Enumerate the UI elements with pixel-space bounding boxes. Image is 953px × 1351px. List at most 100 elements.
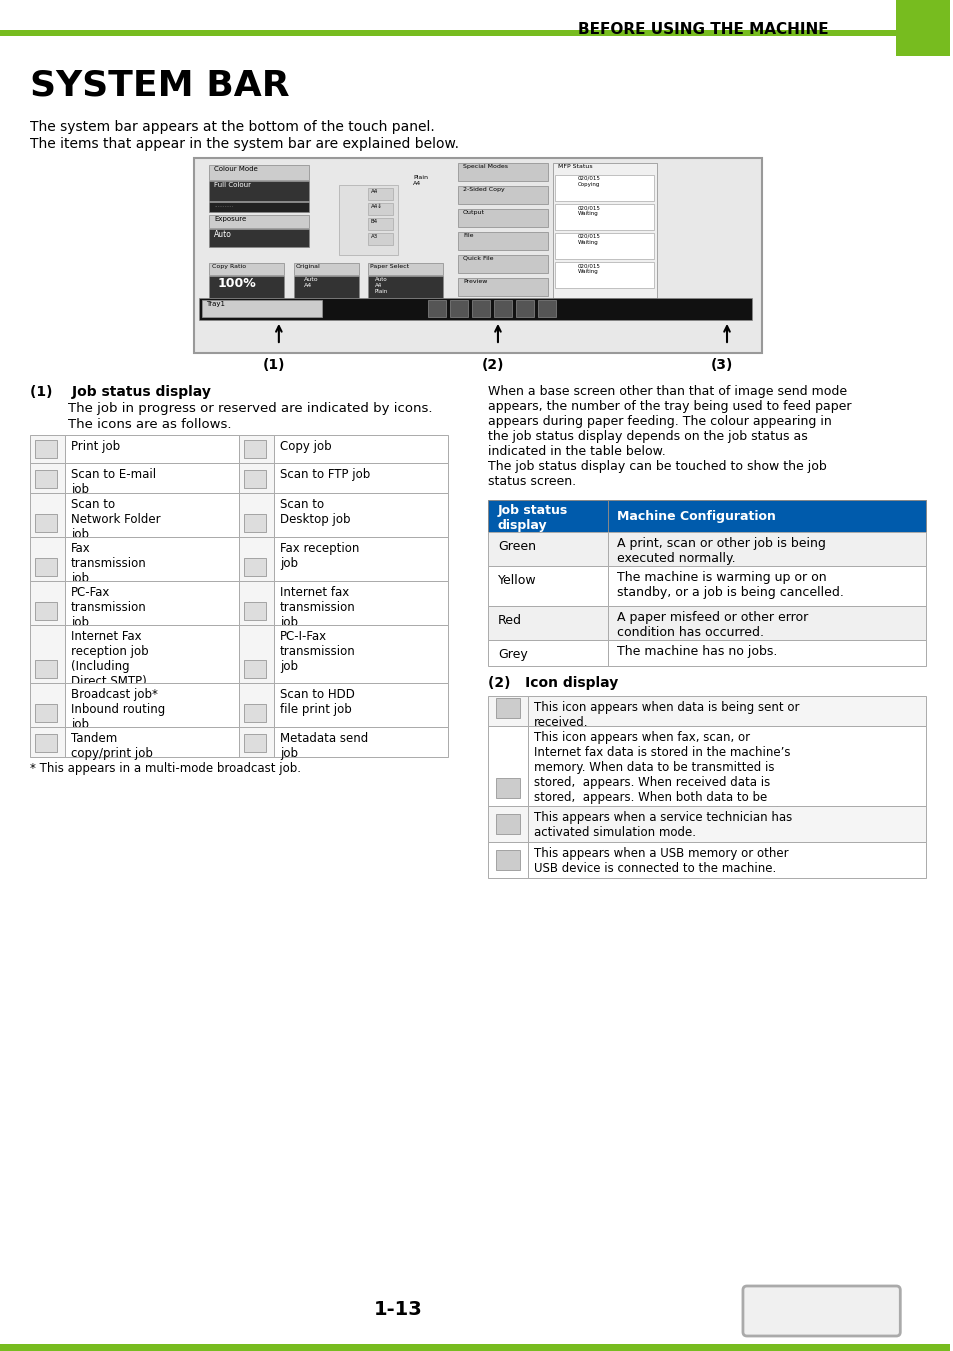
Bar (450, 300, 468, 317)
Bar (488, 842, 527, 878)
Bar (65, 684, 239, 727)
Text: BEFORE USING THE MACHINE: BEFORE USING THE MACHINE (577, 22, 827, 36)
Bar (527, 842, 925, 878)
Text: 100%: 100% (217, 277, 255, 290)
Text: When a base screen other than that of image send mode
appears, the number of the: When a base screen other than that of im… (488, 385, 851, 488)
Bar (239, 684, 274, 727)
Bar (488, 640, 607, 666)
Text: Scan to
Desktop job: Scan to Desktop job (279, 499, 350, 526)
Bar (65, 493, 239, 536)
Text: Full Colour: Full Colour (213, 182, 251, 188)
Bar (30, 727, 65, 757)
Text: (1)    Job status display: (1) Job status display (30, 385, 211, 399)
Bar (274, 581, 448, 626)
Bar (30, 463, 65, 493)
Bar (488, 607, 607, 640)
Bar (607, 532, 925, 566)
Bar (239, 536, 274, 581)
Bar (244, 470, 266, 488)
Bar (368, 203, 393, 215)
Text: This appears when a service technician has
activated simulation mode.: This appears when a service technician h… (534, 811, 791, 839)
Text: MFP Status: MFP Status (558, 163, 592, 169)
Text: 020/015
Copying: 020/015 Copying (577, 176, 599, 186)
Text: The job in progress or reserved are indicated by icons.: The job in progress or reserved are indi… (68, 403, 432, 415)
Text: Job status
display: Job status display (497, 504, 568, 532)
Bar (368, 188, 393, 200)
Text: 020/015
Waiting: 020/015 Waiting (577, 234, 599, 245)
Text: Quick File: Quick File (462, 255, 493, 261)
Bar (0, 30, 949, 36)
Text: Scan to E-mail
job: Scan to E-mail job (71, 467, 155, 496)
Text: Scan to FTP job: Scan to FTP job (279, 467, 370, 481)
Text: Tray1: Tray1 (206, 301, 225, 307)
Bar (488, 532, 607, 566)
Bar (199, 299, 751, 320)
Bar (194, 158, 761, 353)
Bar (65, 536, 239, 581)
Text: ...........: ........... (213, 203, 233, 208)
Text: Machine Configuration: Machine Configuration (617, 509, 776, 523)
Bar (607, 607, 925, 640)
Bar (368, 263, 443, 276)
Bar (30, 626, 65, 684)
Bar (552, 163, 657, 299)
Bar (496, 850, 519, 870)
Text: SYSTEM BAR: SYSTEM BAR (30, 68, 289, 101)
Bar (457, 278, 547, 296)
Text: This icon appears when data is being sent or
received.: This icon appears when data is being sen… (534, 701, 799, 730)
Text: Grey: Grey (497, 648, 527, 661)
Text: (2): (2) (481, 358, 504, 372)
Bar (488, 725, 527, 807)
Bar (488, 807, 527, 842)
Bar (35, 470, 57, 488)
Text: Scan to HDD
file print job: Scan to HDD file print job (279, 688, 355, 716)
Bar (274, 727, 448, 757)
Bar (554, 204, 654, 230)
Bar (488, 696, 527, 725)
Bar (457, 163, 547, 181)
Text: PC-Fax
transmission
job: PC-Fax transmission job (71, 586, 147, 630)
Bar (244, 513, 266, 532)
Text: Tandem
copy/print job: Tandem copy/print job (71, 732, 152, 761)
Bar (368, 232, 393, 245)
Bar (274, 684, 448, 727)
Text: * This appears in a multi-mode broadcast job.: * This appears in a multi-mode broadcast… (30, 762, 300, 775)
Bar (294, 276, 358, 299)
Bar (527, 725, 925, 807)
Bar (294, 263, 358, 276)
Text: Copy job: Copy job (279, 440, 331, 453)
Bar (239, 435, 274, 463)
Text: Red: Red (497, 613, 521, 627)
Text: Colour Mode: Colour Mode (213, 166, 257, 172)
Bar (274, 626, 448, 684)
Bar (239, 626, 274, 684)
Text: Yellow: Yellow (497, 574, 536, 586)
Text: Preview: Preview (462, 280, 487, 284)
Bar (554, 176, 654, 201)
Text: (1): (1) (263, 358, 285, 372)
Text: A4: A4 (370, 189, 377, 195)
Bar (202, 300, 321, 317)
Bar (607, 566, 925, 607)
Bar (554, 262, 654, 288)
Bar (428, 300, 446, 317)
Text: Fax reception
job: Fax reception job (279, 542, 359, 570)
Bar (527, 696, 925, 725)
Text: 020/015
Waiting: 020/015 Waiting (577, 263, 599, 274)
Bar (30, 435, 65, 463)
Text: The icons are as follows.: The icons are as follows. (68, 417, 231, 431)
Text: 2-Sided Copy: 2-Sided Copy (462, 186, 504, 192)
Text: File: File (462, 232, 473, 238)
Bar (457, 209, 547, 227)
Text: Internet fax
transmission
job
(Including
Direct SMTP): Internet fax transmission job (Including… (279, 586, 355, 659)
Bar (607, 500, 925, 532)
Bar (496, 815, 519, 834)
Bar (65, 581, 239, 626)
Bar (527, 807, 925, 842)
Text: The items that appear in the system bar are explained below.: The items that appear in the system bar … (30, 136, 458, 151)
Bar (239, 463, 274, 493)
Bar (274, 435, 448, 463)
Bar (35, 513, 57, 532)
Bar (274, 536, 448, 581)
Text: Output: Output (462, 209, 484, 215)
